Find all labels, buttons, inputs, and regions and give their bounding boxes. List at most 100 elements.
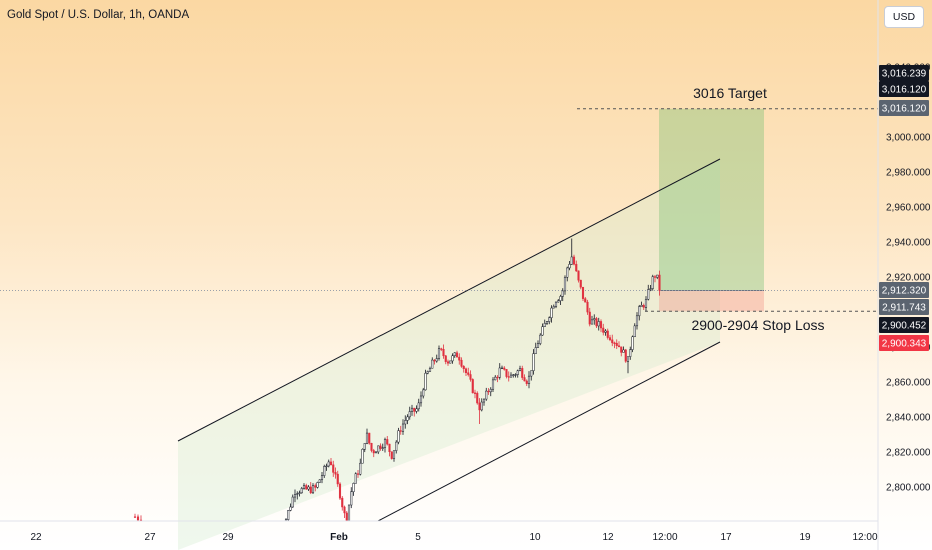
candle xyxy=(437,345,441,361)
candle-body xyxy=(305,485,308,490)
candle xyxy=(374,451,378,454)
candle xyxy=(543,319,546,327)
candle-body xyxy=(446,361,450,364)
candle-body xyxy=(651,276,654,289)
candle-body xyxy=(527,375,531,384)
price-tag-bg xyxy=(879,299,929,315)
candle xyxy=(647,284,650,301)
price-tag: 3,016.120 xyxy=(879,81,929,97)
candle-body xyxy=(602,327,605,333)
candle-body xyxy=(381,447,384,449)
candle-body xyxy=(467,372,470,375)
candle-body xyxy=(413,407,416,412)
x-tick-label: 5 xyxy=(415,532,421,543)
price-tag: 3,016.239 xyxy=(879,65,929,81)
candle xyxy=(473,389,477,399)
candle xyxy=(514,373,517,378)
candle-body xyxy=(491,379,495,390)
candle-body xyxy=(302,485,306,489)
candle xyxy=(136,514,140,521)
candle-body xyxy=(316,482,319,488)
candle xyxy=(469,370,472,382)
candle-body xyxy=(334,472,337,475)
candle xyxy=(300,486,303,494)
candle-body xyxy=(329,461,333,466)
candle xyxy=(415,405,418,414)
candle xyxy=(658,270,661,296)
candle xyxy=(494,375,497,381)
candle xyxy=(354,472,357,484)
stop-loss-annotation[interactable]: 2900-2904 Stop Loss xyxy=(691,317,824,333)
candle xyxy=(435,354,438,363)
candle xyxy=(554,301,558,309)
candle-body xyxy=(523,377,526,382)
candle xyxy=(552,304,555,309)
candle xyxy=(523,374,526,382)
candle-body xyxy=(500,367,504,370)
x-tick-label: 19 xyxy=(799,532,811,543)
candle-body xyxy=(419,395,423,404)
candle xyxy=(424,369,427,391)
candle xyxy=(489,387,492,397)
candle xyxy=(379,443,382,451)
price-tag: 3,016.120 xyxy=(879,100,929,116)
candle-body xyxy=(494,376,497,381)
candle-body xyxy=(557,300,560,303)
candle-body xyxy=(640,305,643,307)
candle xyxy=(503,366,506,371)
candle xyxy=(588,307,591,327)
candle xyxy=(476,391,479,405)
candle-body xyxy=(633,325,636,338)
candle-body xyxy=(566,267,569,278)
candle-body xyxy=(368,432,371,444)
candle-body xyxy=(435,358,438,362)
candle xyxy=(422,387,425,399)
candle xyxy=(570,238,573,265)
candle xyxy=(563,275,567,295)
candle xyxy=(500,365,504,370)
candle xyxy=(629,346,632,360)
candle-body xyxy=(624,349,627,362)
candle xyxy=(644,296,648,312)
candle xyxy=(440,347,443,352)
candle-body xyxy=(552,306,555,309)
price-tag-label: 3,016.120 xyxy=(882,85,927,96)
candle xyxy=(617,341,621,348)
currency-button[interactable]: USD xyxy=(884,6,924,28)
target-annotation[interactable]: 3016 Target xyxy=(693,85,767,101)
y-tick-label: 2,800.000 xyxy=(886,483,931,494)
candle xyxy=(460,357,463,368)
candle-body xyxy=(327,461,330,467)
candle-body xyxy=(629,349,632,357)
candle-body xyxy=(458,356,461,361)
candle-body xyxy=(136,516,140,521)
candle xyxy=(577,270,580,283)
candle-body xyxy=(590,319,594,325)
candle-body xyxy=(518,368,522,371)
candle-body xyxy=(586,301,589,313)
candle-body xyxy=(534,347,537,354)
candle xyxy=(307,485,310,491)
channel-upper-line[interactable] xyxy=(177,158,721,442)
candle xyxy=(433,359,436,365)
candle-body xyxy=(451,355,454,362)
candle-body xyxy=(498,367,501,378)
candle-body xyxy=(599,321,603,329)
candle-body xyxy=(343,506,346,514)
candle-body xyxy=(487,390,490,393)
candle-body xyxy=(395,441,398,451)
candle xyxy=(505,369,508,379)
candle xyxy=(584,296,587,303)
candle xyxy=(311,483,315,495)
candle-body xyxy=(471,379,474,394)
candle xyxy=(534,342,537,354)
candle xyxy=(527,371,531,389)
candle-body xyxy=(595,318,598,327)
stop-loss-zone xyxy=(659,290,764,312)
candle xyxy=(399,425,402,435)
channel-lower-line[interactable] xyxy=(377,341,721,522)
candle-body xyxy=(563,276,567,292)
candle xyxy=(521,365,524,380)
candle-body xyxy=(417,402,420,410)
